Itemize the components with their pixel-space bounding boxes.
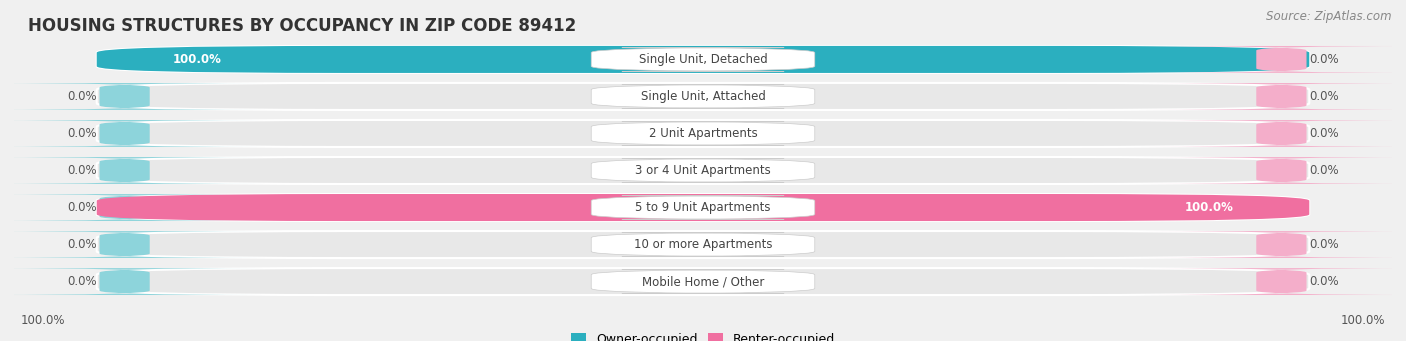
FancyBboxPatch shape bbox=[97, 231, 1309, 258]
FancyBboxPatch shape bbox=[1142, 268, 1406, 295]
FancyBboxPatch shape bbox=[97, 46, 1309, 73]
FancyBboxPatch shape bbox=[0, 194, 264, 221]
FancyBboxPatch shape bbox=[591, 159, 815, 182]
Text: Mobile Home / Other: Mobile Home / Other bbox=[641, 275, 765, 288]
Text: Single Unit, Detached: Single Unit, Detached bbox=[638, 53, 768, 66]
FancyBboxPatch shape bbox=[0, 268, 264, 295]
FancyBboxPatch shape bbox=[591, 233, 815, 256]
FancyBboxPatch shape bbox=[97, 120, 1309, 147]
Text: 0.0%: 0.0% bbox=[1309, 275, 1339, 288]
Text: 100.0%: 100.0% bbox=[1340, 314, 1385, 327]
FancyBboxPatch shape bbox=[97, 194, 1309, 221]
Text: 0.0%: 0.0% bbox=[1309, 53, 1339, 66]
FancyBboxPatch shape bbox=[97, 194, 1309, 221]
FancyBboxPatch shape bbox=[97, 268, 1309, 295]
Text: HOUSING STRUCTURES BY OCCUPANCY IN ZIP CODE 89412: HOUSING STRUCTURES BY OCCUPANCY IN ZIP C… bbox=[28, 17, 576, 35]
Text: 100.0%: 100.0% bbox=[1185, 201, 1233, 214]
FancyBboxPatch shape bbox=[1142, 157, 1406, 184]
Legend: Owner-occupied, Renter-occupied: Owner-occupied, Renter-occupied bbox=[567, 328, 839, 341]
Text: 100.0%: 100.0% bbox=[21, 314, 66, 327]
Text: 0.0%: 0.0% bbox=[1309, 238, 1339, 251]
Text: 0.0%: 0.0% bbox=[67, 275, 97, 288]
FancyBboxPatch shape bbox=[0, 83, 264, 110]
Text: 2 Unit Apartments: 2 Unit Apartments bbox=[648, 127, 758, 140]
FancyBboxPatch shape bbox=[0, 157, 264, 184]
Text: 0.0%: 0.0% bbox=[67, 238, 97, 251]
FancyBboxPatch shape bbox=[591, 47, 815, 72]
Text: 100.0%: 100.0% bbox=[173, 53, 221, 66]
Text: Source: ZipAtlas.com: Source: ZipAtlas.com bbox=[1267, 10, 1392, 23]
Text: 0.0%: 0.0% bbox=[67, 164, 97, 177]
FancyBboxPatch shape bbox=[97, 46, 1309, 73]
FancyBboxPatch shape bbox=[1142, 46, 1406, 73]
Text: 0.0%: 0.0% bbox=[1309, 90, 1339, 103]
FancyBboxPatch shape bbox=[97, 157, 1309, 184]
Text: 3 or 4 Unit Apartments: 3 or 4 Unit Apartments bbox=[636, 164, 770, 177]
FancyBboxPatch shape bbox=[1142, 231, 1406, 258]
Text: 5 to 9 Unit Apartments: 5 to 9 Unit Apartments bbox=[636, 201, 770, 214]
Text: 0.0%: 0.0% bbox=[67, 90, 97, 103]
Text: 10 or more Apartments: 10 or more Apartments bbox=[634, 238, 772, 251]
FancyBboxPatch shape bbox=[1142, 83, 1406, 110]
FancyBboxPatch shape bbox=[1142, 120, 1406, 147]
FancyBboxPatch shape bbox=[0, 120, 264, 147]
FancyBboxPatch shape bbox=[591, 195, 815, 220]
Text: Single Unit, Attached: Single Unit, Attached bbox=[641, 90, 765, 103]
Text: 0.0%: 0.0% bbox=[1309, 164, 1339, 177]
Text: 0.0%: 0.0% bbox=[67, 127, 97, 140]
FancyBboxPatch shape bbox=[97, 83, 1309, 110]
FancyBboxPatch shape bbox=[0, 231, 264, 258]
Text: 0.0%: 0.0% bbox=[67, 201, 97, 214]
FancyBboxPatch shape bbox=[591, 269, 815, 294]
FancyBboxPatch shape bbox=[591, 85, 815, 108]
Text: 0.0%: 0.0% bbox=[1309, 127, 1339, 140]
FancyBboxPatch shape bbox=[591, 121, 815, 146]
